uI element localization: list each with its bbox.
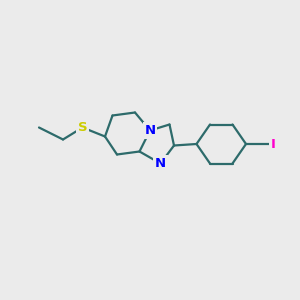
Text: N: N [144,124,156,137]
Text: N: N [155,157,166,170]
Text: S: S [78,121,87,134]
Text: I: I [271,137,275,151]
